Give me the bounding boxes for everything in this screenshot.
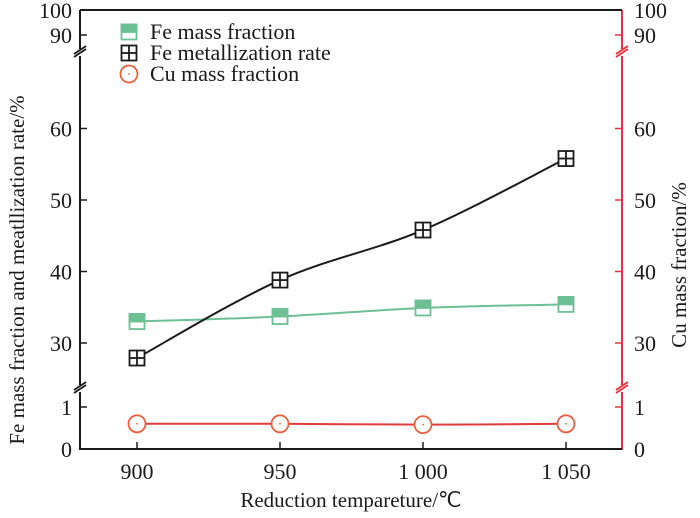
marker-fe-metallization-rate [414,221,432,239]
marker-cu-mass-fraction [556,414,576,434]
y-tick-label-left: 40 [50,260,72,285]
legend-marker-cu-mass-fraction [119,64,139,84]
y-tick-label-left: 100 [39,0,72,23]
y-tick-label-right: 40 [634,260,656,285]
y-tick-label-left: 90 [50,23,72,48]
x-tick-label: 1 050 [541,459,591,484]
axis-break-mark [73,384,87,394]
legend-label: Fe metallization rate [150,40,331,65]
y-tick-label-left: 30 [50,331,72,356]
marker-cu-mass-fraction [413,415,433,435]
axis-break-mark [615,45,629,55]
y-tick-label-right: 50 [634,188,656,213]
line-fe-metallization-rate [136,157,567,359]
y-axis-left-title: Fe mass fraction and meatllization rate/… [5,95,29,444]
marker-fe-metallization-rate [557,150,575,167]
line-fe-mass-fraction [136,303,567,323]
line-cu-mass-fraction [136,422,567,426]
x-tick-label: 1 000 [398,459,448,484]
axis-break-mark [615,381,629,391]
y-tick-label-left: 60 [50,117,72,142]
series-lines [136,157,567,426]
y-tick-label-left: 50 [50,188,72,213]
marker-fe-metallization-rate [128,349,146,367]
y-tick-label-left: 1 [61,395,72,420]
y-tick-label-right: 100 [634,0,667,23]
y-tick-label-right: 0 [634,437,645,462]
legend-label: Cu mass fraction [150,61,299,86]
y-tick-label-right: 1 [634,395,645,420]
marker-cu-mass-fraction [127,414,147,434]
legend-marker-fe-mass-fraction [120,23,138,41]
x-tick-label: 900 [121,459,154,484]
y-tick-label-right: 30 [634,331,656,356]
marker-fe-mass-fraction [128,313,146,330]
y-tick-label-left: 0 [61,437,72,462]
axis-break-mark [73,48,87,58]
marker-fe-mass-fraction [414,299,432,317]
x-axis-title: Reduction tempareture/℃ [240,488,461,512]
axis-break-mark [615,384,629,394]
marker-fe-mass-fraction [557,295,575,313]
series-markers [127,150,576,435]
marker-cu-mass-fraction [270,414,290,434]
legend-marker-fe-metallization-rate [120,44,138,62]
y-axis-right-title: Cu mass fraction/% [667,182,691,348]
x-tick-label: 950 [264,459,297,484]
marker-fe-metallization-rate [271,271,289,289]
axis-break-mark [73,381,87,391]
legend-label: Fe mass fraction [150,19,295,44]
y-tick-label-right: 60 [634,117,656,142]
axis-break-mark [615,48,629,58]
y-tick-label-right: 90 [634,23,656,48]
marker-fe-mass-fraction [271,308,289,325]
axis-break-mark [73,45,87,55]
